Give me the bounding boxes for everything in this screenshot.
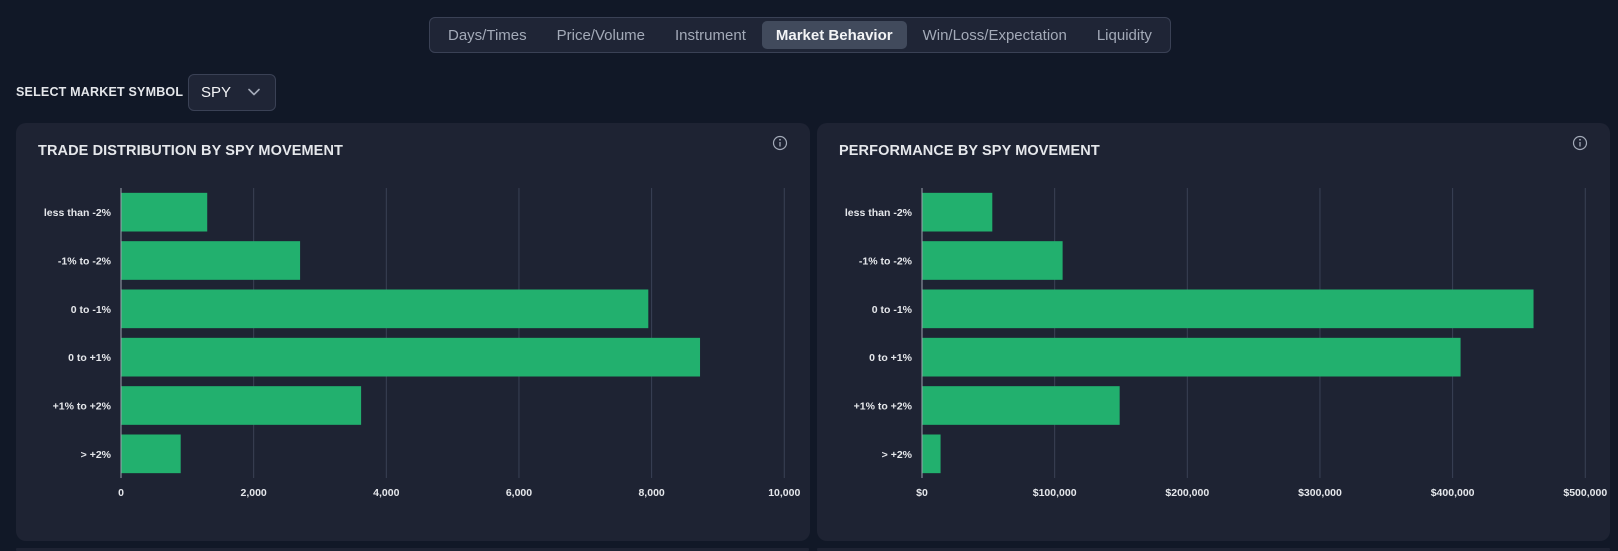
x-tick-label: 2,000 bbox=[241, 487, 267, 499]
market-symbol-select[interactable]: SPY bbox=[188, 74, 276, 111]
category-label: +1% to +2% bbox=[53, 401, 112, 413]
bar[interactable] bbox=[922, 337, 1461, 377]
category-label: +1% to +2% bbox=[854, 401, 913, 413]
info-icon[interactable] bbox=[1572, 135, 1588, 151]
bar[interactable] bbox=[922, 434, 941, 474]
info-icon[interactable] bbox=[772, 135, 788, 151]
x-tick-label: 6,000 bbox=[506, 487, 532, 499]
trade-distribution-chart: less than -2% -1% to -2% 0 to -1% 0 to +1% +… bbox=[44, 188, 800, 499]
tab-instrument[interactable]: Instrument bbox=[675, 26, 746, 44]
category-label: less than -2% bbox=[44, 207, 112, 219]
x-tick-label: $100,000 bbox=[1033, 487, 1077, 499]
bar[interactable] bbox=[121, 192, 208, 232]
market-symbol-value: SPY bbox=[201, 84, 232, 101]
category-label: 0 to -1% bbox=[71, 304, 112, 316]
tab-days-times[interactable]: Days/Times bbox=[448, 26, 527, 44]
bar[interactable] bbox=[121, 434, 181, 474]
bar[interactable] bbox=[922, 289, 1534, 329]
category-label: less than -2% bbox=[845, 207, 913, 219]
x-tick-label: 10,000 bbox=[768, 487, 800, 499]
tab-liquidity[interactable]: Liquidity bbox=[1096, 26, 1152, 44]
tab-win-loss-expectation[interactable]: Win/Loss/Expectation bbox=[922, 26, 1067, 44]
bar[interactable] bbox=[121, 289, 649, 329]
category-label: -1% to -2% bbox=[58, 256, 112, 268]
x-tick-label: 4,000 bbox=[373, 487, 399, 499]
category-label: > +2% bbox=[81, 449, 112, 461]
x-tick-label: $400,000 bbox=[1431, 487, 1475, 499]
tab-market-behavior[interactable]: Market Behavior bbox=[761, 21, 907, 49]
x-tick-label: $200,000 bbox=[1165, 487, 1209, 499]
chevron-down-icon bbox=[248, 88, 260, 96]
category-label: 0 to +1% bbox=[68, 352, 112, 364]
tab-price-volume[interactable]: Price/Volume bbox=[556, 26, 645, 44]
x-tick-label: $0 bbox=[916, 487, 928, 499]
bar[interactable] bbox=[922, 192, 993, 232]
x-tick-label: $300,000 bbox=[1298, 487, 1342, 499]
lower-panels-edge bbox=[16, 548, 1610, 551]
bar[interactable] bbox=[121, 241, 301, 280]
bar[interactable] bbox=[922, 241, 1063, 280]
chart-title: PERFORMANCE BY SPY MOVEMENT bbox=[839, 143, 1100, 159]
trade-distribution-panel: TRADE DISTRIBUTION BY SPY MOVEMENT less … bbox=[16, 123, 810, 541]
bar[interactable] bbox=[121, 386, 362, 425]
performance-panel: PERFORMANCE BY SPY MOVEMENT less than -2… bbox=[817, 123, 1610, 541]
bar[interactable] bbox=[922, 386, 1120, 425]
symbol-selector-label: SELECT MARKET SYMBOL bbox=[16, 85, 184, 99]
category-label: 0 to +1% bbox=[869, 352, 913, 364]
performance-chart: less than -2% -1% to -2% 0 to -1% 0 to +1% +… bbox=[845, 188, 1607, 499]
x-tick-label: 8,000 bbox=[638, 487, 664, 499]
x-tick-label: 0 bbox=[118, 487, 124, 499]
category-label: -1% to -2% bbox=[859, 256, 913, 268]
bar[interactable] bbox=[121, 337, 701, 377]
category-label: > +2% bbox=[882, 449, 913, 461]
x-tick-label: $500,000 bbox=[1563, 487, 1607, 499]
chart-title: TRADE DISTRIBUTION BY SPY MOVEMENT bbox=[38, 143, 343, 159]
category-label: 0 to -1% bbox=[872, 304, 913, 316]
report-tabs: Days/Times Price/Volume Instrument Market B… bbox=[429, 17, 1171, 53]
